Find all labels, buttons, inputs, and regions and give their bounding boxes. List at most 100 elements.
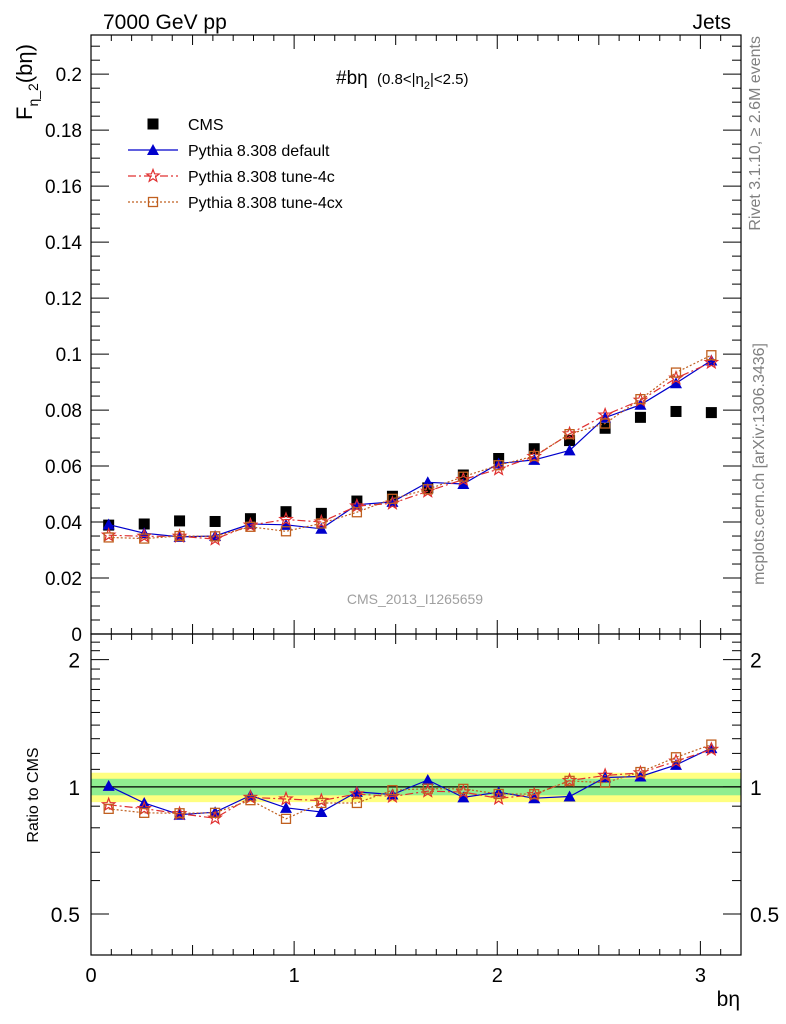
header-category-label: Jets [692, 11, 731, 34]
data-point-pythia-8-308-tune-4cx [209, 531, 221, 542]
y-tick-label: 0.12 [45, 289, 82, 310]
plot-title-suffix: (0.8<|η [377, 71, 424, 88]
data-point-cms [209, 515, 221, 527]
ratio-y-tick-label: 1 [68, 777, 80, 800]
legend-marker-pythia-8-308-tune-4c [145, 167, 161, 183]
data-point-pythia-8-308-default [563, 444, 576, 456]
y-tick-label: 0.04 [45, 513, 82, 534]
series-line-pythia-8-308-default [108, 359, 712, 538]
x-tick-label: 0 [85, 965, 96, 987]
y-tick-label: 0.16 [45, 177, 82, 198]
y-tick-label: 0.1 [56, 345, 82, 366]
data-point-pythia-8-308-tune-4cx [564, 428, 575, 440]
ratio-point-pythia-8-308-tune-4cx [280, 813, 292, 824]
data-point-cms [564, 435, 576, 447]
y-label-sub: η_2 [25, 83, 41, 107]
data-point-pythia-8-308-tune-4cx [139, 533, 150, 544]
y-label-main: F [12, 107, 37, 120]
data-point-pythia-8-308-tune-4cx [351, 507, 363, 518]
data-point-pythia-8-308-tune-4cx [635, 394, 646, 405]
ratio-point-pythia-8-308-tune-4cx [316, 797, 327, 809]
x-tick-label: 3 [695, 965, 706, 987]
data-point-pythia-8-308-tune-4cx [387, 493, 398, 504]
y-tick-label: 0 [71, 625, 82, 646]
mcplots-label: mcplots.cern.ch [arXiv:1306.3436] [751, 343, 768, 585]
ratio-point-pythia-8-308-tune-4cx [670, 752, 682, 763]
data-point-pythia-8-308-default [457, 477, 470, 489]
ratio-point-pythia-8-308-tune-4cx [209, 807, 221, 818]
plot-title: #bη (0.8<|η2|<2.5) [336, 68, 468, 92]
data-point-pythia-8-308-tune-4c [597, 406, 613, 422]
data-point-pythia-8-308-default [138, 527, 151, 539]
header-energy-label: 7000 GeV pp [103, 11, 227, 34]
y-label-end: (bη) [12, 44, 37, 83]
ratio-point-pythia-8-308-tune-4cx [103, 803, 114, 815]
ratio-point-pythia-8-308-tune-4cx [422, 783, 433, 794]
data-point-pythia-8-308-tune-4cx [670, 367, 682, 378]
ratio-point-pythia-8-308-tune-4cx [174, 808, 185, 819]
ratio-point-pythia-8-308-tune-4cx [458, 783, 469, 795]
y-tick-label: 0.06 [45, 457, 82, 478]
legend-label-pythia-8-308-tune-4c: Pythia 8.308 tune-4c [188, 169, 335, 186]
ratio-point-pythia-8-308-tune-4cx [351, 797, 363, 809]
ratio-point-pythia-8-308-tune-4cx [139, 807, 150, 818]
legend-marker-pythia-8-308-tune-4cx [147, 196, 159, 208]
ratio-point-pythia-8-308-tune-4c [100, 796, 117, 812]
plot-title-end: |<2.5) [430, 71, 469, 88]
plot-title-main: #bη [336, 68, 368, 89]
data-point-pythia-8-308-default [102, 518, 115, 530]
ratio-line-pythia-8-308-tune-4cx [108, 744, 712, 820]
data-point-pythia-8-308-tune-4cx [280, 526, 292, 537]
y-tick-label: 0.18 [45, 121, 82, 142]
data-point-pythia-8-308-tune-4cx [493, 460, 504, 471]
ratio-point-pythia-8-308-tune-4c [278, 790, 294, 806]
ratio-y-tick-label-right: 2 [750, 650, 762, 673]
y-tick-label: 0.2 [56, 65, 82, 86]
ratio-y-tick-label-right: 0.5 [750, 904, 779, 927]
series-line-pythia-8-308-tune-4cx [108, 354, 712, 540]
ratio-line-pythia-8-308-tune-4c [108, 748, 712, 819]
data-point-cms [670, 405, 682, 417]
ratio-point-pythia-8-308-tune-4cx [706, 739, 717, 750]
ratio-point-pythia-8-308-default [421, 774, 434, 786]
data-point-cms [634, 411, 646, 423]
ratio-point-pythia-8-308-tune-4cx [245, 795, 256, 806]
data-point-cms [174, 515, 186, 527]
ratio-point-pythia-8-308-default [102, 779, 115, 791]
ratio-y-tick-label: 0.5 [51, 904, 80, 927]
ratio-point-pythia-8-308-default [315, 805, 328, 817]
legend: CMS Pythia 8.308 default Pythia 8.308 tune… [128, 117, 343, 212]
ratio-point-pythia-8-308-tune-4cx [635, 766, 646, 778]
ratio-point-pythia-8-308-tune-4cx [493, 788, 504, 800]
analysis-watermark: CMS_2013_I1265659 [347, 591, 483, 607]
legend-marker-pythia-8-308-default [147, 144, 159, 155]
data-point-pythia-8-308-tune-4c [349, 497, 365, 513]
data-point-pythia-8-308-tune-4c [703, 354, 720, 370]
data-point-cms [422, 482, 434, 494]
data-point-pythia-8-308-tune-4c [278, 511, 294, 527]
data-point-pythia-8-308-tune-4cx [316, 518, 327, 529]
ratio-plot-panel: 0 1 2 3 0.5 0.5 1 1 2 2 [51, 633, 779, 987]
main-plot-panel: 0 0.02 0.04 0.06 0.08 0.1 0.12 0.14 0.16 0.18 0.2 [45, 34, 742, 646]
data-point-pythia-8-308-tune-4cx [599, 418, 611, 429]
data-point-cms [457, 469, 469, 481]
svg-text:Fη_2(bη): Fη_2(bη) [12, 44, 41, 120]
x-tick-label: 2 [492, 965, 503, 987]
data-point-cms [138, 518, 150, 530]
main-y-axis-label: Fη_2(bη) [12, 44, 41, 120]
ratio-point-pythia-8-308-tune-4cx [529, 788, 540, 800]
data-point-pythia-8-308-tune-4cx [245, 521, 256, 532]
data-point-pythia-8-308-default [670, 377, 682, 389]
ratio-y-axis-label: Ratio to CMS [25, 747, 42, 842]
ratio-point-pythia-8-308-tune-4cx [599, 777, 611, 788]
series-line-pythia-8-308-tune-4c [108, 361, 712, 540]
data-point-pythia-8-308-tune-4cx [103, 532, 114, 543]
ratio-y-tick-label-right: 1 [750, 777, 762, 800]
data-point-pythia-8-308-tune-4cx [174, 530, 185, 542]
data-point-pythia-8-308-tune-4cx [458, 471, 469, 482]
legend-label-cms: CMS [188, 117, 224, 134]
data-point-cms [705, 407, 717, 419]
y-tick-label: 0.08 [45, 401, 82, 422]
data-point-pythia-8-308-tune-4cx [529, 450, 540, 462]
